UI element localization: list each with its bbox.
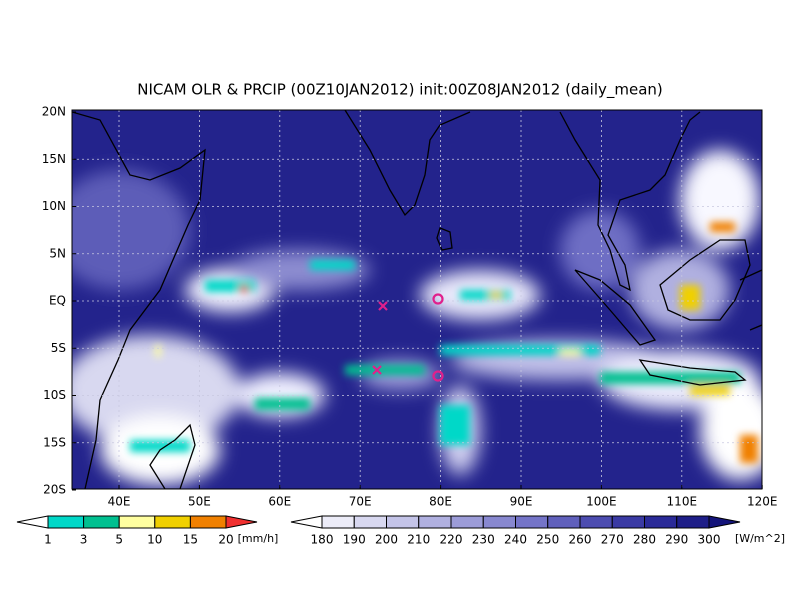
colorbar-unit: [W/m^2] (735, 532, 785, 545)
axis-labels: 20N 15N 10N 5N EQ 5S 10S 15S 20S 40E 50E 60E 70E 80E 9… (42, 105, 778, 509)
colorbar-arrow (708, 515, 741, 529)
colorbars: 1 3 5 10 15 20 [mm/h] 180 190 200 210 220 230 240 250 2… (16, 515, 785, 547)
lon-label: 100E (586, 495, 617, 509)
colorbar-box (47, 515, 85, 529)
colorbar-label: 1 (44, 533, 52, 547)
lon-label: 60E (268, 495, 291, 509)
colorbar-label: 15 (183, 533, 198, 547)
colorbar-label: 10 (147, 533, 162, 547)
precip-field (130, 222, 758, 463)
colorbar-box (644, 515, 678, 529)
colorbar-box (482, 515, 516, 529)
colorbar-box (353, 515, 387, 529)
lat-label: 15N (42, 152, 66, 166)
lat-label: 20S (43, 483, 66, 497)
colorbar-arrow (16, 515, 49, 529)
colorbar-label: 260 (569, 533, 592, 547)
colorbar-box (83, 515, 120, 529)
colorbar-label: 270 (601, 533, 624, 547)
lat-label: 15S (43, 435, 66, 449)
markers (372, 293, 444, 382)
lon-label: 70E (349, 495, 372, 509)
colorbar-box (154, 515, 191, 529)
colorbar-box (321, 515, 355, 529)
colorbar-box (118, 515, 156, 529)
colorbar-label: 280 (633, 533, 656, 547)
colorbar-label: 220 (440, 533, 463, 547)
lat-label: 5N (49, 246, 66, 260)
colorbar-arrow (290, 515, 323, 529)
lat-label: 10S (43, 388, 66, 402)
colorbar-box (418, 515, 452, 529)
coastlines (72, 110, 762, 489)
colorbar-box (386, 515, 420, 529)
colorbar-label: 20 (218, 533, 233, 547)
colorbar-box (450, 515, 484, 529)
grid (72, 110, 762, 489)
colorbar-label: 210 (407, 533, 430, 547)
colorbar-box (547, 515, 581, 529)
colorbar-label: 180 (311, 533, 334, 547)
colorbar-label: 300 (698, 533, 721, 547)
colorbar-label: 240 (504, 533, 527, 547)
colorbar-label: 230 (472, 533, 495, 547)
lat-label: EQ (49, 294, 66, 308)
colorbar-label: 3 (80, 533, 88, 547)
colorbar-box (189, 515, 227, 529)
colorbar-box (515, 515, 549, 529)
lon-label: 40E (108, 495, 131, 509)
colorbar-label: 250 (536, 533, 559, 547)
colorbar-label: 290 (665, 533, 688, 547)
colorbar-unit: [mm/h] (238, 532, 279, 545)
lat-label: 10N (42, 199, 66, 213)
colorbar-label: 190 (343, 533, 366, 547)
lon-label: 50E (188, 495, 211, 509)
map-frame (71, 109, 763, 490)
colorbar-label: 5 (115, 533, 123, 547)
lat-label: 5S (51, 341, 66, 355)
lat-label: 20N (42, 105, 66, 119)
colorbar-box (611, 515, 645, 529)
map-title: NICAM OLR & PRCIP (00Z10JAN2012) init:00… (137, 81, 663, 100)
lon-label: 120E (747, 495, 778, 509)
lon-label: 90E (510, 495, 533, 509)
colorbar-box (579, 515, 613, 529)
lon-label: 110E (667, 495, 698, 509)
lon-label: 80E (429, 495, 452, 509)
colorbar-label: 200 (375, 533, 398, 547)
colorbar-arrow (225, 515, 258, 529)
map-field (72, 110, 762, 489)
colorbar-box (676, 515, 710, 529)
